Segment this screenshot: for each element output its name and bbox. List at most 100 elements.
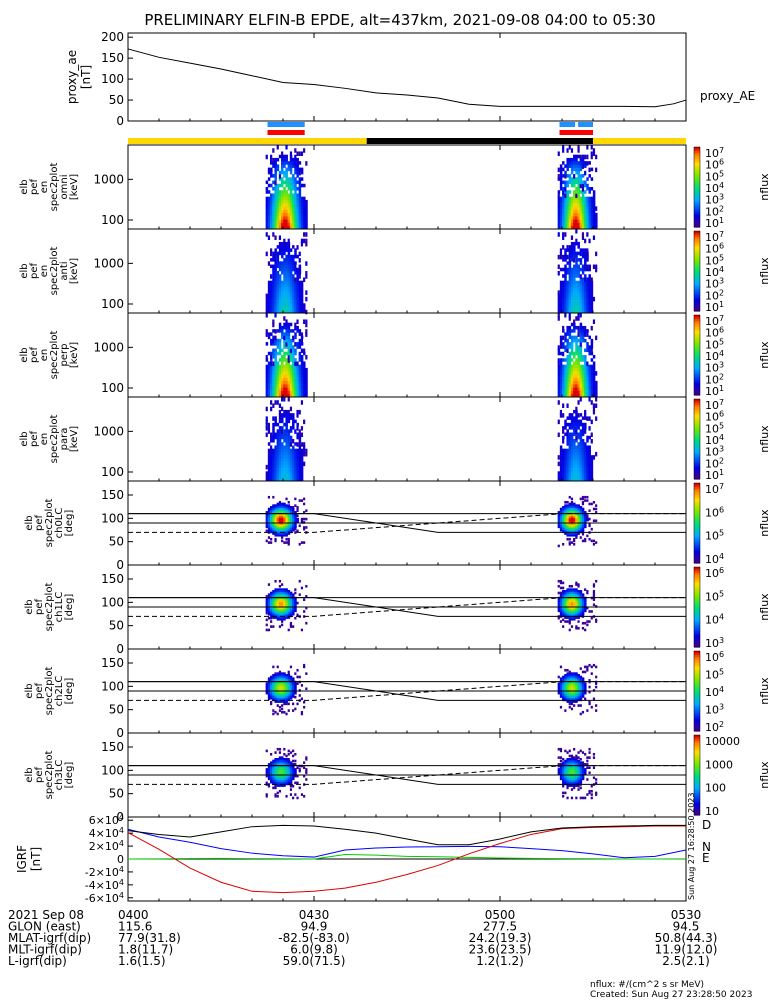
pitch_ch0-cell bbox=[595, 507, 598, 511]
energy_para-cell bbox=[586, 461, 589, 466]
pitch_ch1-cell bbox=[575, 611, 578, 614]
energy_anti-cbar-cell bbox=[694, 267, 700, 270]
energy_omni-cell bbox=[305, 216, 308, 220]
energy_perp-cell bbox=[557, 377, 561, 382]
energy_perp-cell bbox=[588, 387, 591, 391]
pitch_ch3-cell bbox=[294, 768, 297, 771]
pitch_ch0-cell bbox=[575, 526, 578, 529]
pitch_ch0-cell bbox=[570, 504, 574, 507]
energy_omni-cell bbox=[562, 193, 565, 197]
energy_anti-cell bbox=[265, 251, 268, 257]
pitch_ch2-ztick: 103 bbox=[705, 703, 724, 717]
energy_para-cell bbox=[276, 455, 280, 459]
energy_perp-cell bbox=[568, 345, 572, 349]
energy_omni-cell bbox=[274, 183, 277, 188]
energy_anti-cell bbox=[287, 280, 291, 285]
pitch_ch1-cell bbox=[579, 613, 583, 616]
energy_para-cell bbox=[581, 422, 585, 427]
pitch_ch0-cell bbox=[272, 509, 275, 512]
energy_para-cell bbox=[296, 432, 299, 437]
energy_anti-cell bbox=[287, 277, 291, 281]
energy_omni-cell bbox=[562, 190, 565, 195]
energy_anti-cell bbox=[562, 235, 565, 240]
energy_perp-cell bbox=[296, 329, 299, 333]
energy_perp-cell bbox=[303, 387, 306, 391]
pitch_ch0-cell bbox=[573, 539, 576, 543]
energy_para-cell bbox=[281, 432, 284, 437]
energy_anti-cbar-cell bbox=[694, 249, 700, 252]
energy_omni-cell bbox=[559, 203, 563, 207]
pitch_ch0-cell bbox=[588, 502, 591, 506]
pitch_ch0-cell bbox=[584, 511, 587, 514]
pitch_ch0-cell bbox=[278, 506, 282, 508]
pitch_ch1-cell bbox=[568, 590, 572, 592]
pitch_ch1-cell bbox=[272, 600, 275, 603]
pitch_ch1-cell bbox=[281, 593, 284, 596]
pitch_ch2-cell bbox=[577, 697, 580, 700]
pitch_ch3-cell bbox=[281, 769, 284, 772]
energy_anti-cell bbox=[588, 280, 591, 285]
energy_perp-cell bbox=[285, 380, 288, 385]
energy_anti-cell bbox=[588, 309, 591, 314]
energy_anti-cell bbox=[562, 306, 565, 311]
pitch_ch3-cell bbox=[272, 781, 275, 784]
energy_perp-cell bbox=[272, 348, 275, 353]
pitch_ch0-cell bbox=[575, 524, 578, 527]
energy_perp-cell bbox=[287, 367, 291, 372]
pitch_ch1-cell bbox=[289, 598, 293, 601]
pitch_ch1-cell bbox=[276, 588, 280, 591]
energy_perp-cell bbox=[278, 329, 282, 333]
pitch_ch0-cell bbox=[564, 514, 567, 517]
pitch_ch1-cell bbox=[568, 598, 572, 601]
pitch_ch0-cell bbox=[566, 504, 569, 507]
energy_anti-cell bbox=[577, 245, 580, 249]
energy_para-cell bbox=[276, 468, 280, 472]
energy_anti-cell bbox=[285, 258, 288, 262]
pitch_ch3-cell bbox=[289, 751, 293, 754]
energy_perp-cell bbox=[276, 393, 280, 398]
energy_anti-cell bbox=[298, 283, 302, 288]
energy_omni-cell bbox=[278, 190, 282, 194]
energy_perp-cell bbox=[562, 387, 565, 391]
pitch_ch2-cell bbox=[562, 689, 565, 692]
energy_anti-cell bbox=[296, 280, 299, 285]
energy_omni-cell bbox=[566, 209, 569, 214]
energy_anti-cbar-cell bbox=[694, 269, 700, 272]
energy_anti-cell bbox=[285, 293, 288, 298]
pitch_ch1-cell bbox=[570, 598, 574, 601]
energy_omni-cell bbox=[579, 183, 582, 189]
pitch_ch0-cell bbox=[557, 511, 561, 514]
energy_anti-cell bbox=[566, 248, 569, 252]
energy_perp-cell bbox=[305, 355, 308, 360]
energy_perp-cell bbox=[283, 342, 286, 346]
pitch_ch1-cell bbox=[564, 606, 567, 609]
pitch_ch2-cbar-cell bbox=[694, 655, 700, 658]
pitch_ch2-cell bbox=[270, 685, 273, 688]
pitch_ch0-cell bbox=[292, 514, 295, 517]
pitch_ch2-cell bbox=[287, 674, 291, 676]
pitch_ch0-cell bbox=[573, 529, 576, 532]
energy_para-cell bbox=[586, 445, 589, 449]
energy_para-cell bbox=[294, 477, 297, 482]
pitch_ch2-cell bbox=[568, 695, 572, 698]
energy_omni-cbar-cell bbox=[694, 185, 700, 188]
pitch_ch0-cell bbox=[265, 526, 269, 529]
energy_anti-cell bbox=[281, 264, 284, 269]
energy_perp-cell bbox=[285, 374, 288, 378]
pitch_ch0-cell bbox=[272, 527, 275, 530]
energy_omni-cell bbox=[289, 206, 293, 210]
pitch_ch1-cell bbox=[564, 616, 567, 619]
energy_omni-cell bbox=[283, 222, 286, 227]
energy_anti-cell bbox=[294, 287, 297, 291]
pitch_ch3-cell bbox=[278, 773, 282, 776]
energy_para-cell bbox=[281, 477, 284, 482]
energy_anti-cell bbox=[566, 303, 569, 307]
energy_para-cell bbox=[283, 464, 286, 469]
energy_perp-cell bbox=[586, 387, 589, 391]
energy_omni-cell bbox=[579, 206, 583, 210]
energy_para-cell bbox=[292, 422, 295, 427]
energy_anti-cell bbox=[564, 309, 567, 314]
energy_anti-cell bbox=[566, 261, 569, 265]
energy_anti-cell bbox=[584, 293, 587, 298]
pitch_ch0-cell bbox=[278, 521, 282, 524]
